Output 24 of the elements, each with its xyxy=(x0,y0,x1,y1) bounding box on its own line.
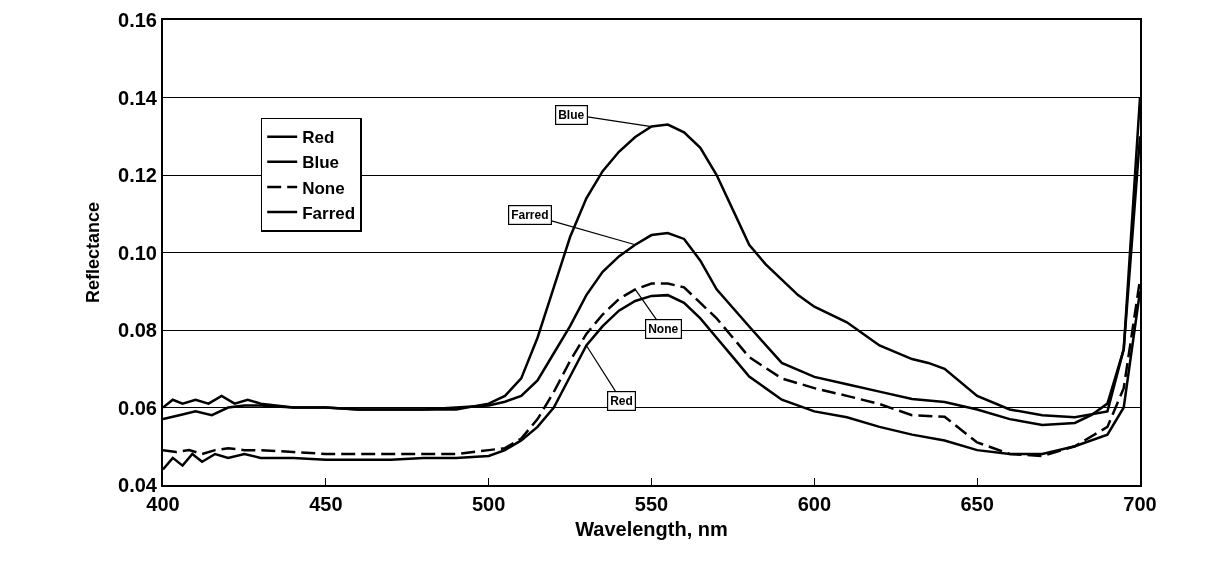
y-tick-label: 0.08 xyxy=(118,319,157,341)
x-tick-label: 500 xyxy=(471,493,506,515)
legend-label: Red xyxy=(302,128,335,148)
y-tick-label: 0.16 xyxy=(118,9,157,31)
annotation: Red xyxy=(610,394,633,409)
y-tick-label: 0.06 xyxy=(118,396,157,419)
legend-label: None xyxy=(302,178,345,198)
annotation: None xyxy=(648,322,679,337)
x-tick-label: 400 xyxy=(146,493,180,515)
legend-label: Blue xyxy=(302,153,340,173)
x-tick-label: 650 xyxy=(960,493,994,515)
y-tick-label: 0.12 xyxy=(118,164,157,186)
annotation: Blue xyxy=(558,108,585,123)
y-tick-label: 0.04 xyxy=(118,474,158,496)
y-tick-label: 0.10 xyxy=(118,241,157,264)
x-tick-label: 700 xyxy=(1123,493,1157,515)
y-axis-title: Reflectance xyxy=(82,201,103,304)
annotation: Farred xyxy=(511,208,549,223)
x-tick-label: 550 xyxy=(634,493,669,515)
y-tick-label: 0.14 xyxy=(118,86,158,109)
x-tick-label: 600 xyxy=(797,493,832,515)
x-axis-title: Wavelength, nm xyxy=(575,518,728,540)
x-tick-label: 450 xyxy=(309,493,343,515)
legend-label: Farred xyxy=(302,203,356,223)
